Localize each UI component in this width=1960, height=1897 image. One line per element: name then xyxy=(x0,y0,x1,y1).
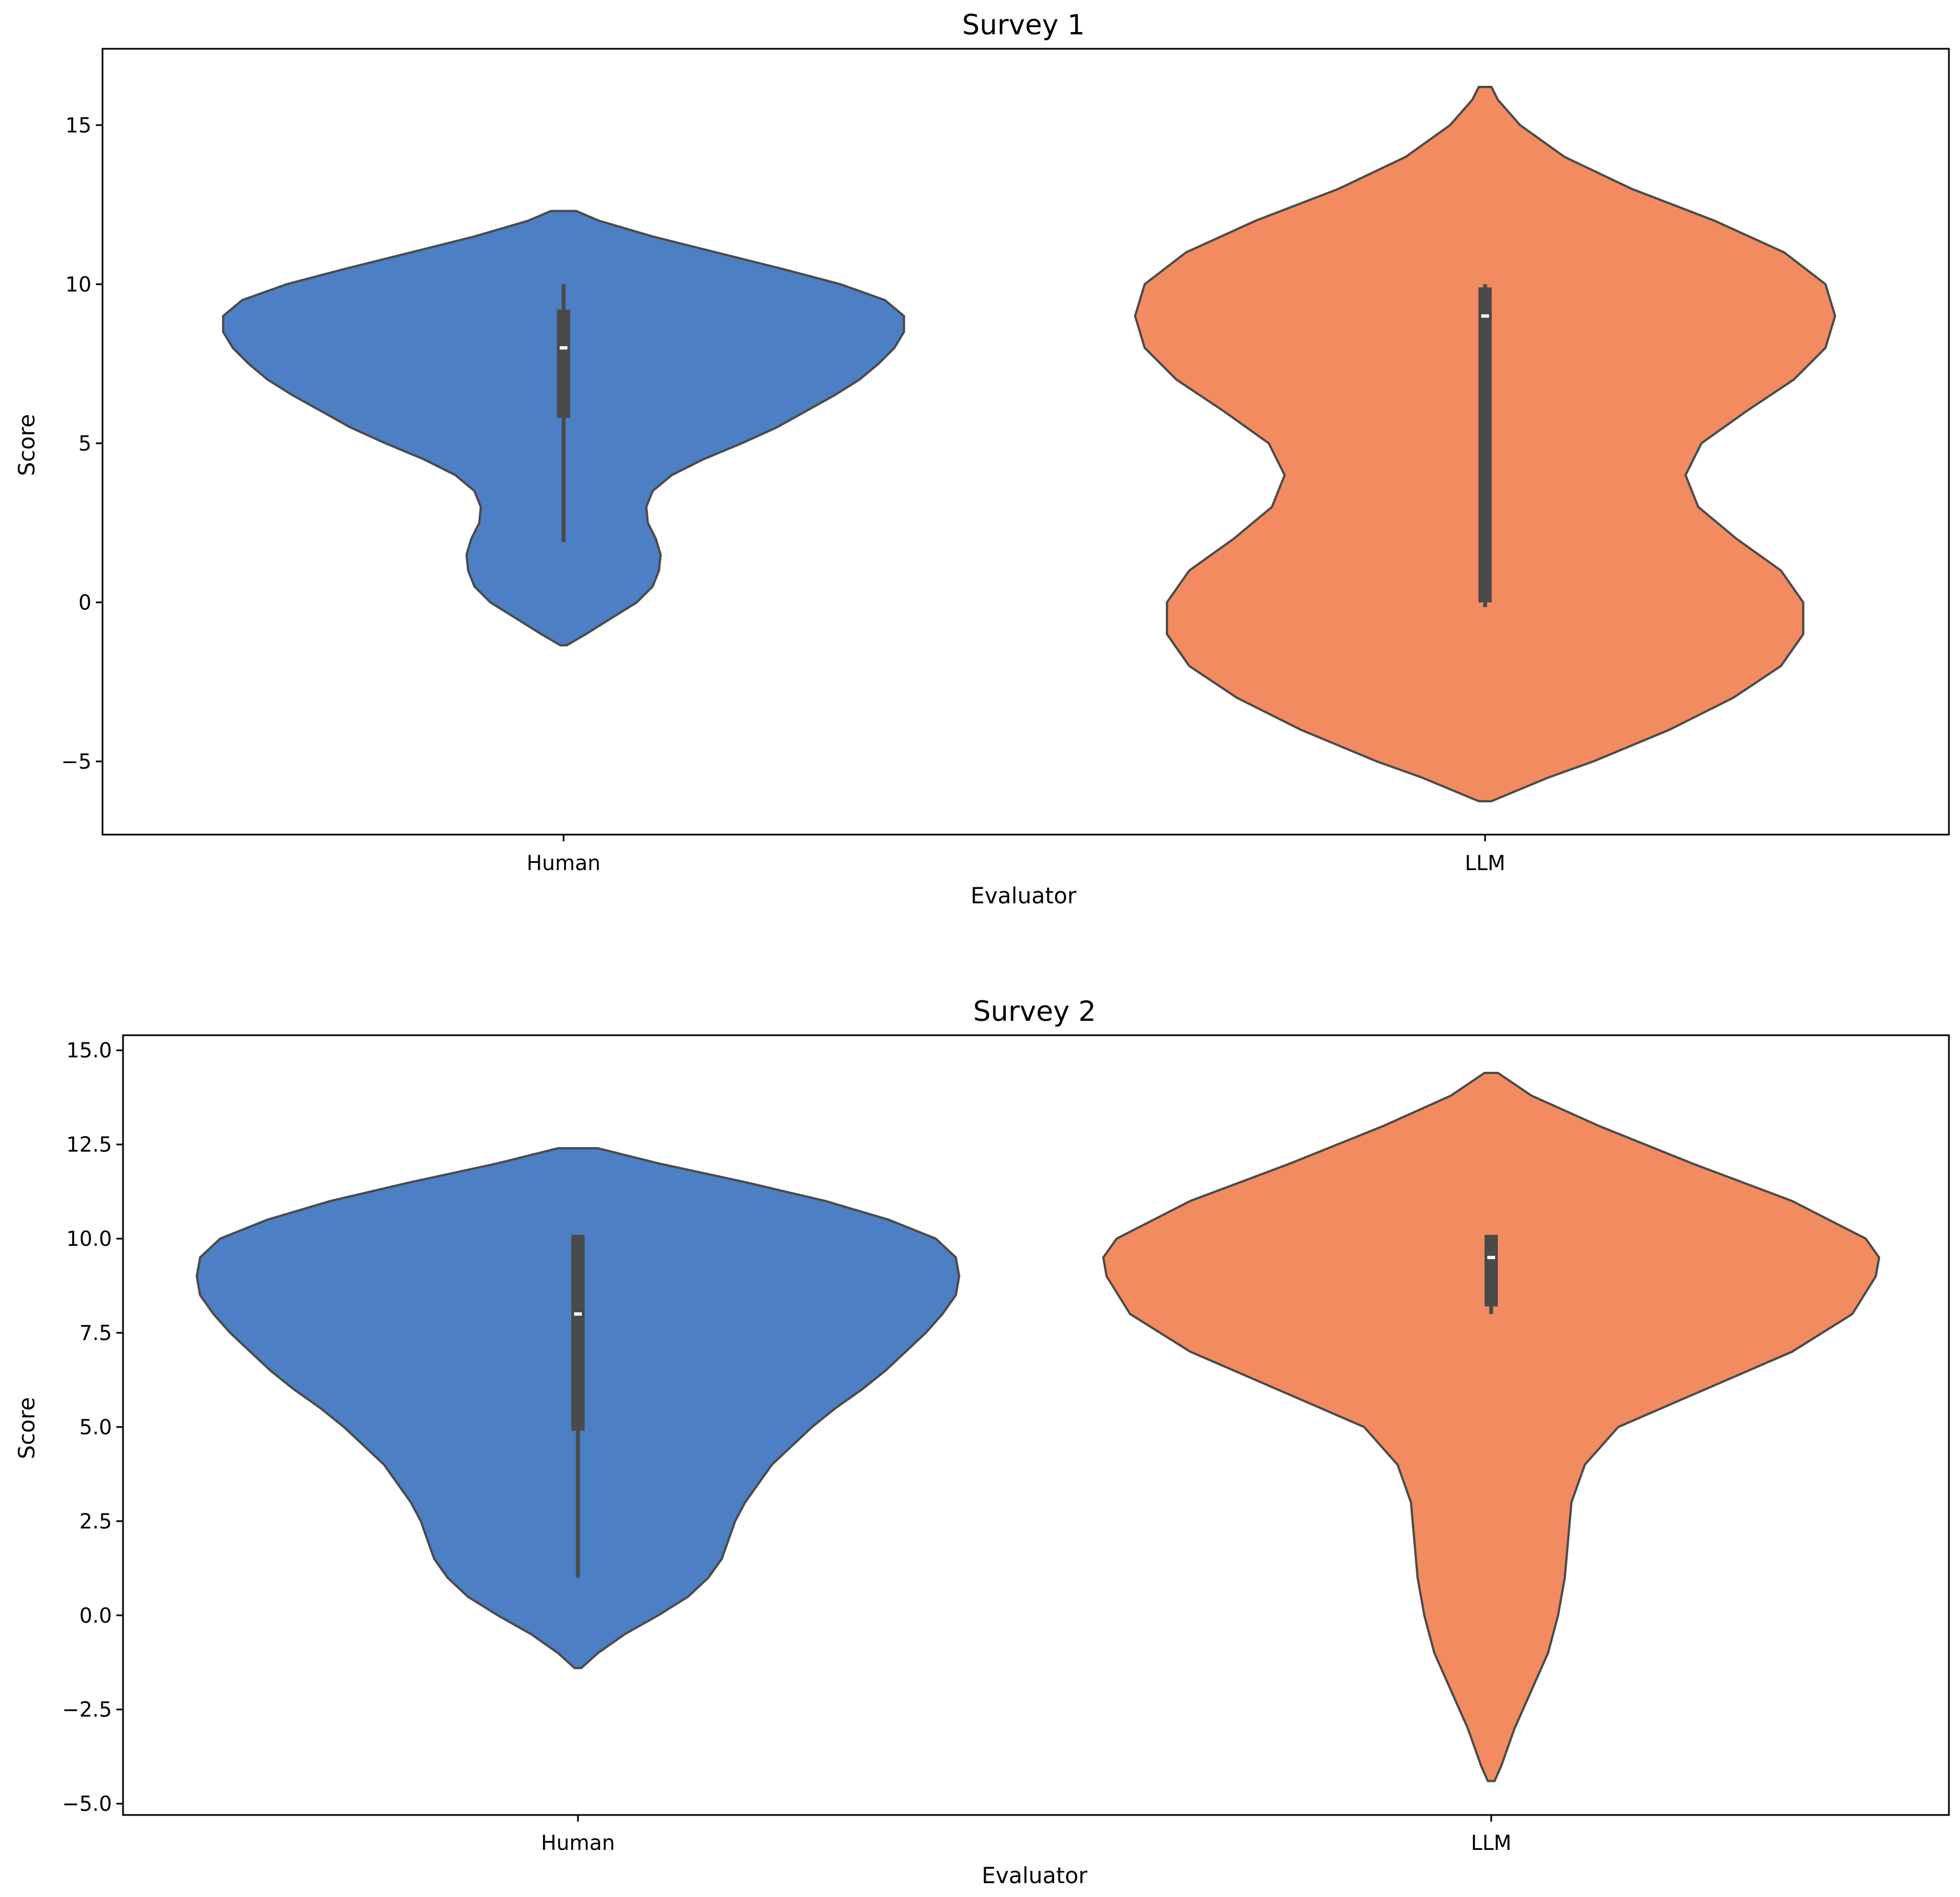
survey-1-llm-median-marker xyxy=(1481,314,1489,318)
survey-2-llm-violin xyxy=(1102,1072,1880,1782)
survey-1-y-axis-label: Score xyxy=(14,414,40,476)
survey-1-human-median-marker xyxy=(560,346,567,350)
survey-1-x-tick-label-llm: LLM xyxy=(1465,851,1505,875)
survey-2-y-tick-label: −2.5 xyxy=(62,1698,112,1722)
survey-1-llm-iqr-box xyxy=(1478,287,1492,602)
survey-1-x-axis-label: Evaluator xyxy=(970,883,1077,909)
survey-2-x-tick-label-human: Human xyxy=(541,1831,615,1855)
survey-1-x-tick-label-human: Human xyxy=(526,851,600,875)
survey-2-title: Survey 2 xyxy=(973,995,1096,1027)
survey-2-llm-iqr-box xyxy=(1485,1235,1498,1307)
survey-2-y-tick-label: 2.5 xyxy=(79,1510,112,1533)
survey-2-x-axis-label: Evaluator xyxy=(981,1863,1088,1889)
survey-2-human-iqr-box xyxy=(571,1235,585,1431)
survey-1-title: Survey 1 xyxy=(962,9,1085,41)
survey-2-y-tick-label: 10.0 xyxy=(66,1227,112,1251)
survey-1-y-tick-label: 15 xyxy=(65,114,91,137)
survey-2-panel: Survey 2 Evaluator Score −5.0 −2.5 0.0 2.5 5… xyxy=(14,995,1950,1889)
survey-2-x-tick-label-llm: LLM xyxy=(1471,1831,1511,1855)
survey-1-y-tick-label: 10 xyxy=(65,273,91,296)
survey-2-y-tick-label: 12.5 xyxy=(66,1133,112,1157)
survey-2-axes-frame xyxy=(122,1034,1950,1816)
survey-2-llm-median-marker xyxy=(1487,1256,1495,1260)
survey-1-y-tick-label: 5 xyxy=(78,432,91,456)
survey-2-y-tick-label: 0.0 xyxy=(79,1604,112,1628)
survey-2-y-tick-label: 15.0 xyxy=(66,1039,112,1062)
survey-1-panel: Survey 1 Evaluator Score −5 0 5 10 15 Human LL… xyxy=(14,9,1950,909)
survey-1-axes-frame xyxy=(101,48,1950,836)
survey-1-y-tick-label: −5 xyxy=(61,750,91,774)
survey-2-human-median-marker xyxy=(574,1312,582,1316)
survey-2-y-tick-label: 7.5 xyxy=(79,1321,112,1345)
survey-2-y-axis-label: Score xyxy=(14,1397,40,1459)
survey-1-human-iqr-box xyxy=(557,309,570,418)
survey-1-y-tick-label: 0 xyxy=(78,591,91,615)
survey-2-y-tick-label: 5.0 xyxy=(79,1415,112,1439)
survey-2-y-tick-label: −5.0 xyxy=(62,1792,112,1816)
